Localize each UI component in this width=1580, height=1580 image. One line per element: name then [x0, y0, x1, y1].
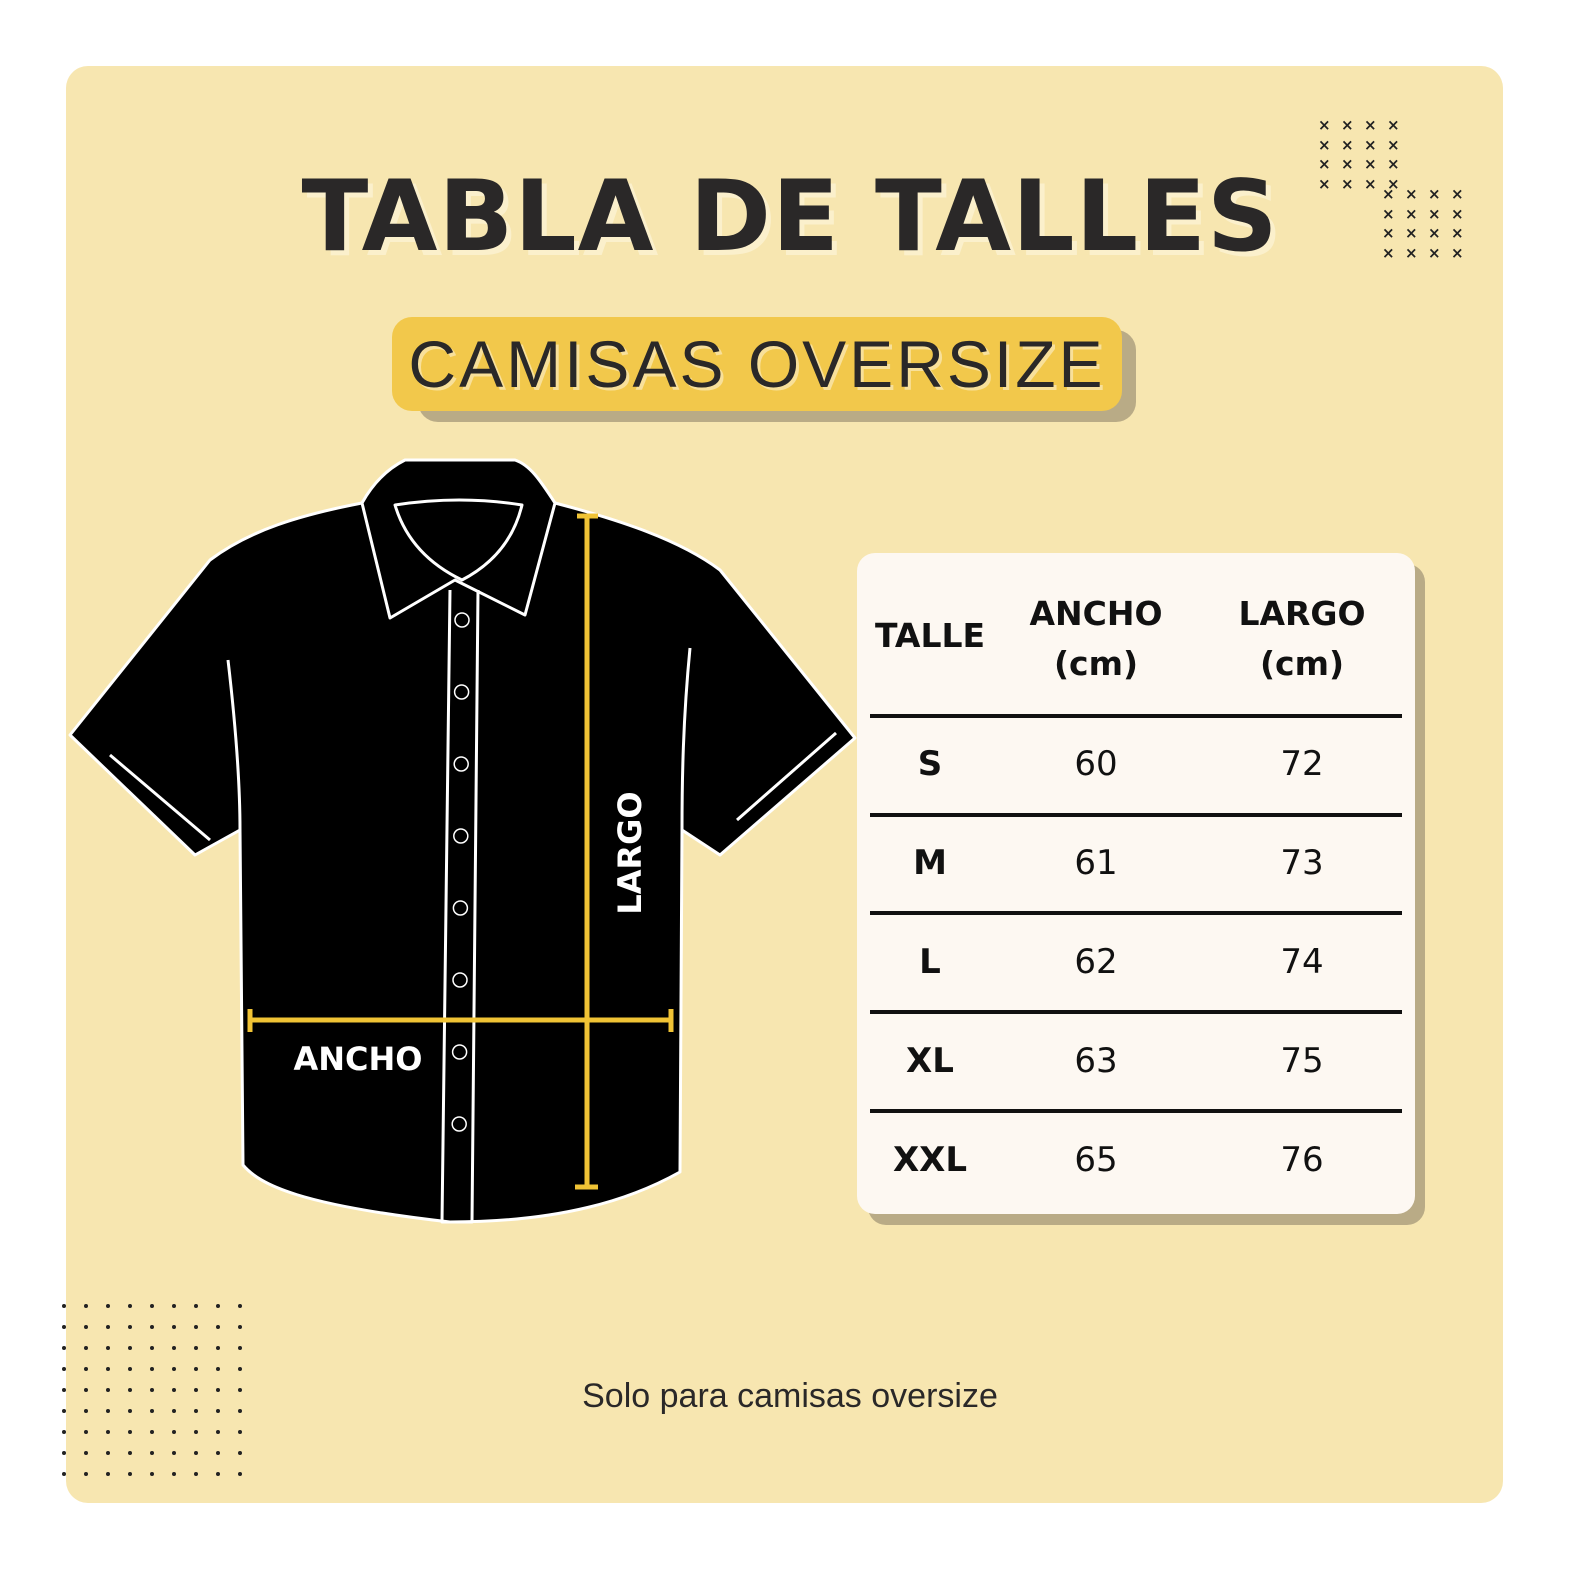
x-pattern-decoration: × × × × × × × × × × × × × × × × — [1318, 116, 1400, 193]
shirt-button — [453, 756, 469, 772]
x-pattern-decoration: × × × × × × × × × × × × × × × × — [1382, 185, 1464, 262]
table-cell-length: 74 — [1280, 942, 1324, 982]
shirt-button — [452, 900, 469, 916]
table-cell-width: 65 — [1074, 1140, 1118, 1180]
shirt-body — [68, 501, 857, 1224]
table-cell-length: 72 — [1280, 744, 1324, 784]
table-cell-size: XXL — [892, 1140, 968, 1180]
shirt-button — [453, 828, 469, 844]
width-label: ANCHO — [293, 1040, 422, 1078]
shirt-button — [452, 972, 468, 988]
table-cell-width: 60 — [1074, 744, 1118, 784]
table-cell-width: 62 — [1074, 942, 1118, 982]
row-divider — [870, 1010, 1402, 1014]
row-divider — [870, 911, 1402, 915]
length-label: LARGO — [611, 791, 649, 914]
row-divider — [870, 714, 1402, 718]
table-cell-length: 75 — [1280, 1041, 1324, 1081]
table-cell-length: 73 — [1280, 843, 1324, 883]
shirt-button — [451, 1044, 468, 1060]
row-divider — [870, 1109, 1402, 1113]
shirt-button — [451, 1116, 467, 1132]
footer-note: Solo para camisas oversize — [582, 1377, 998, 1415]
dot-pattern-decoration — [62, 1304, 260, 1493]
header-length: LARGO (cm) — [1238, 594, 1366, 683]
table-cell-width: 63 — [1074, 1041, 1118, 1081]
table-cell-length: 76 — [1280, 1140, 1324, 1180]
subtitle-badge: CAMISAS OVERSIZE — [392, 317, 1122, 411]
size-table: TALLE ANCHO (cm) LARGO (cm) S 60 72 M 61 73 L 6… — [857, 553, 1415, 1214]
table-cell-size: S — [917, 744, 943, 784]
header-width: ANCHO (cm) — [1029, 594, 1163, 683]
header-size: TALLE — [874, 616, 986, 655]
row-divider — [870, 813, 1402, 817]
table-cell-size: XL — [906, 1041, 954, 1081]
shirt-button — [454, 612, 470, 628]
shirt-button — [453, 684, 470, 700]
table-cell-size: M — [913, 843, 947, 883]
page-title: TABLA DE TALLES — [301, 160, 1279, 274]
table-cell-size: L — [919, 942, 941, 982]
table-cell-width: 61 — [1074, 843, 1118, 883]
